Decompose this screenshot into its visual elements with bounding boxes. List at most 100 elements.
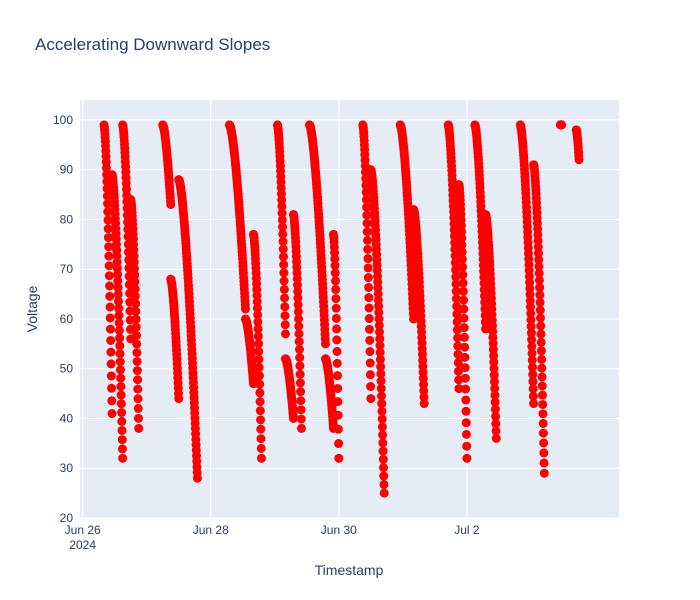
x-tick-label: Jun 30 (321, 523, 357, 537)
data-point (278, 222, 288, 232)
data-point (254, 362, 264, 372)
data-point (528, 391, 538, 401)
data-point (364, 303, 374, 313)
data-point (107, 396, 117, 406)
data-point (255, 406, 265, 416)
data-point (253, 324, 263, 334)
data-point (130, 291, 140, 301)
data-point (192, 473, 202, 483)
data-point (419, 392, 429, 402)
data-point (133, 394, 143, 404)
data-point (295, 361, 305, 371)
data-point (117, 408, 127, 418)
data-point (330, 276, 340, 286)
data-point (280, 320, 290, 330)
data-point (115, 341, 125, 351)
data-point (536, 337, 546, 347)
data-point (376, 384, 386, 394)
data-point (278, 229, 288, 239)
data-point (454, 384, 464, 394)
data-point (534, 275, 544, 285)
chart-title: Accelerating Downward Slopes (35, 35, 270, 54)
y-tick-label: 60 (60, 312, 74, 326)
data-point (452, 317, 462, 327)
data-point (489, 377, 499, 387)
data-point (490, 397, 500, 407)
data-point (130, 270, 140, 280)
data-point (574, 155, 584, 165)
data-point (106, 371, 116, 381)
data-point (527, 335, 537, 345)
data-point (461, 418, 471, 428)
x-tick-year-label: 2024 (69, 538, 96, 552)
data-point (378, 430, 388, 440)
data-point (256, 434, 266, 444)
data-point (256, 415, 266, 425)
data-point (459, 332, 469, 342)
data-point (103, 207, 113, 217)
data-point (279, 268, 289, 278)
data-point (409, 314, 419, 324)
data-point (256, 424, 266, 434)
data-point (459, 295, 469, 305)
data-point (131, 331, 141, 341)
y-tick-label: 50 (60, 362, 74, 376)
data-point (536, 321, 546, 331)
data-point (134, 423, 144, 433)
data-point (491, 411, 501, 421)
data-point (279, 260, 289, 270)
data-point (451, 286, 461, 296)
data-point (105, 313, 115, 323)
data-point (332, 371, 342, 381)
data-point (489, 357, 499, 367)
data-point (526, 328, 536, 338)
data-point (490, 383, 500, 393)
data-point (113, 270, 123, 280)
data-point (480, 304, 490, 314)
data-point (252, 297, 262, 307)
data-point (526, 308, 536, 318)
data-point (256, 453, 266, 463)
data-point (529, 399, 539, 409)
data-point (277, 208, 287, 218)
data-point (133, 384, 143, 394)
data-point (240, 304, 250, 314)
data-point (115, 349, 125, 359)
data-point (374, 308, 384, 318)
data-point (105, 324, 115, 334)
y-axis-ticks: 20 30 40 50 60 70 80 90 100 (53, 113, 73, 525)
data-point (453, 333, 463, 343)
data-point (528, 369, 538, 379)
data-point (279, 284, 289, 294)
data-point (460, 373, 470, 383)
data-point (253, 331, 263, 341)
data-point (364, 293, 374, 303)
y-tick-label: 90 (60, 163, 74, 177)
data-point (277, 201, 287, 211)
data-point (377, 422, 387, 432)
data-point (461, 429, 471, 439)
data-point (450, 251, 460, 261)
data-point (491, 426, 501, 436)
data-point (294, 321, 304, 331)
data-point (419, 399, 429, 409)
data-point (332, 346, 342, 356)
data-point (107, 383, 117, 393)
data-point (295, 378, 305, 388)
data-point (480, 297, 490, 307)
x-axis-label: Timestamp (315, 562, 384, 578)
data-point (450, 258, 460, 268)
data-point (374, 320, 384, 330)
data-point (537, 354, 547, 364)
data-point (114, 311, 124, 321)
data-point (256, 443, 266, 453)
data-point (131, 306, 141, 316)
y-tick-label: 80 (60, 212, 74, 226)
data-point (296, 405, 306, 415)
data-point (362, 227, 372, 237)
data-point (295, 353, 305, 363)
data-point (103, 215, 113, 225)
data-point (375, 354, 385, 364)
x-tick-label: Jun 28 (193, 523, 229, 537)
data-point (103, 199, 113, 209)
